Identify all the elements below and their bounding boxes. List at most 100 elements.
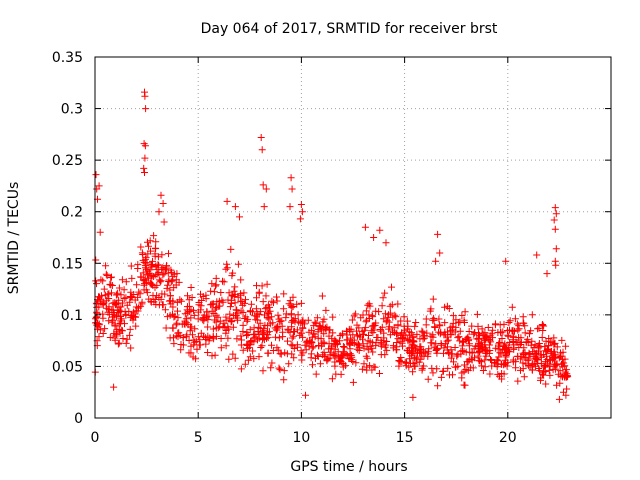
data-point — [368, 322, 376, 330]
data-point — [127, 344, 135, 352]
data-point — [465, 342, 473, 350]
data-point — [500, 320, 508, 328]
data-point — [229, 323, 237, 331]
data-point — [246, 326, 254, 334]
data-point — [335, 353, 343, 361]
data-point — [110, 383, 118, 391]
data-point — [416, 335, 424, 343]
data-point — [429, 369, 437, 377]
data-point — [239, 328, 247, 335]
data-point — [152, 245, 160, 253]
data-point — [553, 343, 561, 351]
data-point — [156, 278, 164, 286]
data-point — [148, 280, 156, 288]
data-point — [379, 294, 387, 302]
data-point — [254, 336, 261, 344]
data-point — [486, 370, 494, 378]
data-point — [255, 353, 263, 361]
data-point — [223, 264, 231, 272]
data-point — [505, 319, 513, 326]
data-point — [421, 349, 429, 357]
data-point — [239, 309, 247, 316]
data-point — [163, 284, 171, 292]
data-point — [170, 284, 178, 292]
data-point — [185, 296, 193, 304]
data-point — [258, 342, 266, 350]
data-point — [395, 357, 403, 365]
data-point — [509, 336, 517, 344]
data-point — [370, 234, 378, 241]
data-point — [205, 312, 213, 320]
data-point — [169, 272, 177, 280]
data-point — [219, 323, 227, 331]
data-point — [347, 325, 355, 333]
data-point — [130, 308, 138, 316]
data-point — [449, 371, 456, 379]
plot-frame — [94, 56, 612, 419]
data-point — [448, 350, 456, 358]
data-point — [244, 356, 252, 364]
data-point — [151, 283, 159, 291]
data-point — [155, 276, 163, 284]
data-point — [142, 105, 150, 113]
data-point — [391, 311, 399, 319]
data-point — [520, 344, 528, 352]
data-point — [314, 334, 322, 342]
data-point — [429, 331, 437, 339]
data-point — [405, 336, 413, 344]
data-point — [288, 323, 296, 331]
data-point — [224, 334, 232, 342]
data-point — [515, 338, 523, 346]
data-point — [318, 292, 326, 300]
data-point — [436, 249, 444, 257]
data-point — [222, 265, 230, 273]
data-point — [540, 367, 547, 375]
data-point — [164, 281, 172, 289]
data-point — [288, 334, 296, 342]
data-point — [177, 297, 185, 305]
data-point — [280, 290, 288, 298]
data-point — [162, 265, 170, 273]
data-point — [151, 252, 159, 260]
data-point — [157, 277, 165, 285]
data-point — [117, 317, 125, 325]
data-point — [452, 323, 460, 331]
data-point — [104, 308, 112, 316]
data-point — [159, 271, 167, 279]
data-point — [562, 370, 570, 378]
data-point — [224, 296, 232, 304]
data-point — [119, 335, 127, 342]
data-point — [205, 337, 213, 345]
data-point — [117, 326, 125, 334]
data-point — [476, 348, 484, 356]
data-points — [91, 88, 572, 403]
data-point — [486, 347, 494, 354]
data-point — [440, 331, 448, 339]
data-point — [192, 355, 200, 363]
data-point — [230, 287, 238, 295]
data-point — [161, 306, 169, 314]
data-point — [182, 315, 190, 323]
data-point — [240, 289, 248, 297]
data-point — [284, 337, 291, 345]
data-point — [147, 261, 155, 269]
data-point — [282, 310, 290, 318]
data-point — [233, 335, 241, 343]
data-point — [526, 330, 533, 338]
data-point — [551, 365, 559, 373]
data-point — [423, 329, 431, 337]
data-point — [474, 352, 482, 360]
data-point — [394, 321, 402, 329]
data-point — [519, 313, 527, 321]
data-point — [312, 370, 320, 378]
data-point — [95, 182, 103, 190]
data-point — [97, 276, 105, 284]
data-point — [299, 324, 307, 332]
data-point — [320, 348, 328, 356]
data-point — [259, 367, 267, 375]
data-point — [382, 318, 390, 326]
data-point — [217, 289, 225, 296]
data-point — [268, 359, 276, 367]
data-point — [460, 348, 468, 355]
data-point — [349, 378, 357, 386]
